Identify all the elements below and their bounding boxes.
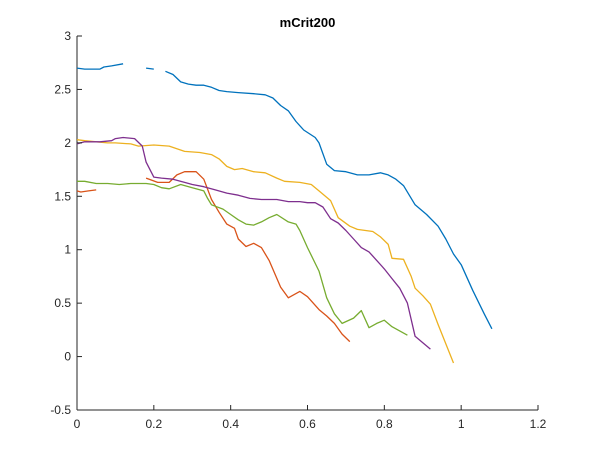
x-tick-label: 1 <box>458 417 465 431</box>
series-segment <box>76 189 97 193</box>
series-line-2 <box>76 171 351 343</box>
y-tick-label: 1 <box>64 243 71 257</box>
series-segment <box>76 139 455 364</box>
chart-title: mCrit200 <box>280 15 336 30</box>
x-tick-label: 0.8 <box>376 417 393 431</box>
x-tick-label: 0.2 <box>145 417 162 431</box>
ticks-layer: 0 0.2 0.4 0.6 0.8 1 1.2-0.500.511.522.53 <box>50 29 546 431</box>
y-tick-label: 0.5 <box>54 296 71 310</box>
x-tick-label: 0.6 <box>299 417 316 431</box>
y-tick-label: 0 <box>64 350 71 364</box>
series-segment <box>146 67 154 70</box>
series-line-3 <box>76 139 455 364</box>
series-segment <box>77 180 408 336</box>
x-tick-label: 0.4 <box>222 417 239 431</box>
series-layer <box>76 63 493 364</box>
series-line-5 <box>77 180 408 336</box>
series-line-1 <box>76 63 493 330</box>
axes <box>76 36 538 411</box>
series-segment <box>76 136 431 350</box>
y-tick-label: 2.5 <box>54 82 71 96</box>
series-segment <box>145 171 351 343</box>
y-tick-label: 3 <box>64 29 71 43</box>
y-tick-label: -0.5 <box>50 403 71 417</box>
y-tick-label: 2 <box>64 136 71 150</box>
series-segment <box>165 70 493 330</box>
series-line-4 <box>76 136 431 350</box>
x-tick-label: 1.2 <box>530 417 547 431</box>
x-tick-label: 0 <box>74 417 81 431</box>
y-tick-label: 1.5 <box>54 189 71 203</box>
series-segment <box>76 63 124 70</box>
